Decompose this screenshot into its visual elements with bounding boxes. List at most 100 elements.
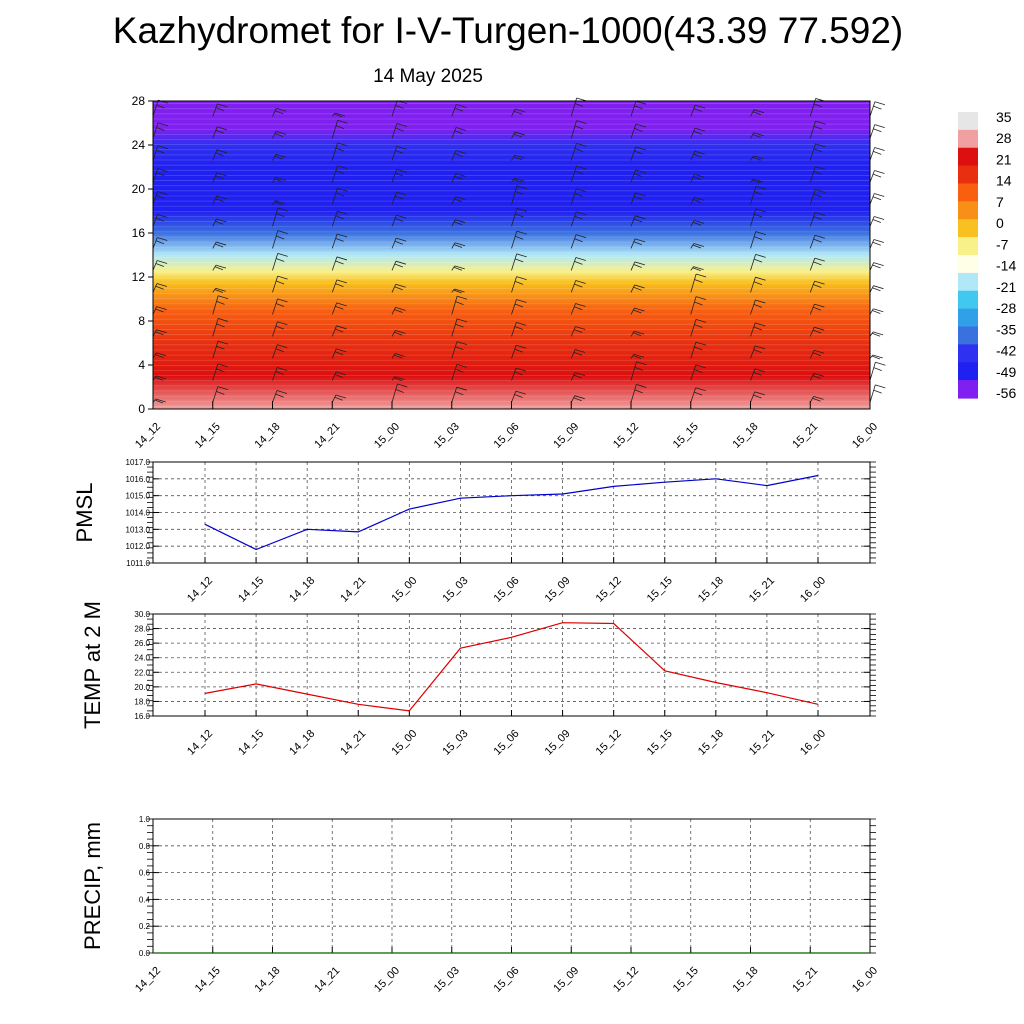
wind-barb [750, 322, 766, 337]
ytick-label: 0.8 [139, 842, 151, 851]
ytick-label: 20.0 [134, 683, 150, 692]
wind-barb [331, 302, 347, 315]
colorbar-label: 14 [996, 173, 1012, 189]
ytick-label: 1012.0 [126, 542, 151, 551]
wind-barb [570, 165, 587, 183]
wind-barb [809, 349, 825, 359]
wind-barb [152, 306, 167, 315]
xtick-label: 14_15 [236, 728, 266, 758]
ylabel: PRECIP, mm [80, 822, 105, 950]
ytick-label: 30.0 [134, 610, 150, 619]
colorbar-label: 0 [996, 215, 1004, 231]
wind-barb [391, 306, 406, 315]
colorbar-label: -28 [996, 300, 1016, 316]
xtick-label: 14_21 [312, 965, 342, 995]
wind-barb [869, 308, 884, 315]
wind-barb [511, 154, 525, 161]
wind-barb [152, 122, 169, 139]
wind-barb [152, 168, 168, 183]
ytick-label: 0.0 [139, 949, 151, 958]
wind-barb [630, 353, 645, 359]
wind-barb [331, 165, 348, 183]
wind-barb [272, 200, 286, 206]
wind-barb [869, 147, 885, 161]
heatmap-xtick-label: 15_00 [372, 421, 402, 451]
wind-barb [511, 177, 525, 183]
xtick-label: 14_21 [338, 575, 368, 605]
wind-barb [690, 127, 706, 139]
colorbar-label: -21 [996, 279, 1016, 295]
heatmap-xtick-label: 15_12 [611, 421, 641, 451]
wind-barb [152, 237, 168, 249]
colorbar-swatch [958, 201, 978, 220]
precip-panel: 0.0 0.2 0.4 0.6 0.8 1.0 14_12 14_15 14_18 14_21 15… [80, 815, 880, 995]
wind-barb [331, 256, 348, 271]
xtick-label: 15_18 [696, 575, 726, 605]
wind-barb [212, 386, 228, 403]
wind-barb [272, 107, 287, 117]
wind-barb [570, 349, 586, 359]
wind-barb [511, 108, 526, 117]
xtick-label: 14_21 [338, 728, 368, 758]
wind-barb [212, 218, 227, 227]
wind-barb [690, 341, 706, 359]
colorbar-swatch [958, 380, 978, 399]
wind-barb [451, 173, 466, 183]
wind-barb [152, 191, 168, 205]
wind-barb [869, 124, 885, 139]
wind-barb [451, 196, 466, 205]
wind-barb [511, 185, 528, 205]
wind-barb [570, 211, 587, 227]
wind-barb [809, 257, 825, 271]
ytick-label: 1.0 [139, 815, 151, 824]
xtick-label: 16_00 [798, 728, 828, 758]
xtick-label: 15_21 [790, 965, 820, 995]
wind-barb [511, 208, 527, 227]
xtick-label: 15_18 [731, 965, 761, 995]
xtick-label: 15_12 [594, 575, 624, 605]
ytick-label: 16.0 [134, 712, 150, 721]
heatmap-xtick-label: 14_15 [193, 421, 223, 451]
colorbar-label: -35 [996, 321, 1016, 337]
wind-barb [570, 395, 585, 403]
ylabel: PMSL [72, 483, 97, 543]
wind-barb [511, 253, 527, 271]
ytick-label: 24.0 [134, 654, 150, 663]
wind-barb [630, 330, 645, 337]
wind-barb [630, 100, 647, 117]
wind-barb [869, 170, 885, 183]
wind-barb [391, 376, 405, 382]
wind-barb [451, 295, 468, 315]
wind-barb [152, 352, 167, 359]
wind-barb [152, 214, 168, 227]
colorbar-swatch [958, 290, 978, 310]
wind-barb [272, 275, 288, 293]
heatmap-xtick-label: 15_21 [790, 421, 820, 451]
wind-barb [869, 193, 885, 205]
wind-barb [331, 112, 346, 118]
heatmap-xtick-label: 15_03 [432, 421, 462, 451]
wind-barb [391, 145, 407, 161]
wind-barb [391, 383, 408, 403]
wind-barb [570, 188, 587, 205]
xtick-label: 14_12 [185, 728, 215, 758]
heatmap-xtick-label: 15_09 [551, 421, 581, 451]
temp-panel: 16.0 18.0 20.0 22.0 24.0 26.0 28.0 30.0 14_12 14_… [80, 601, 876, 758]
heatmap-xtick-label: 15_18 [731, 421, 761, 451]
wind-barb [630, 215, 646, 227]
heatmap-xtick-label: 15_15 [671, 421, 701, 451]
wind-barb [451, 386, 467, 403]
wind-barb [809, 166, 826, 183]
colorbar-swatch [958, 308, 978, 328]
wind-barb [511, 131, 526, 139]
wind-barb [869, 239, 885, 249]
data-line [204, 474, 819, 551]
wind-barb [809, 326, 825, 337]
wind-barb [391, 214, 407, 227]
wind-barb [451, 265, 465, 271]
colorbar-swatch [958, 272, 978, 292]
wind-barb [152, 329, 167, 337]
wind-barb [630, 307, 645, 315]
heatmap-xtick-label: 14_12 [133, 421, 163, 451]
